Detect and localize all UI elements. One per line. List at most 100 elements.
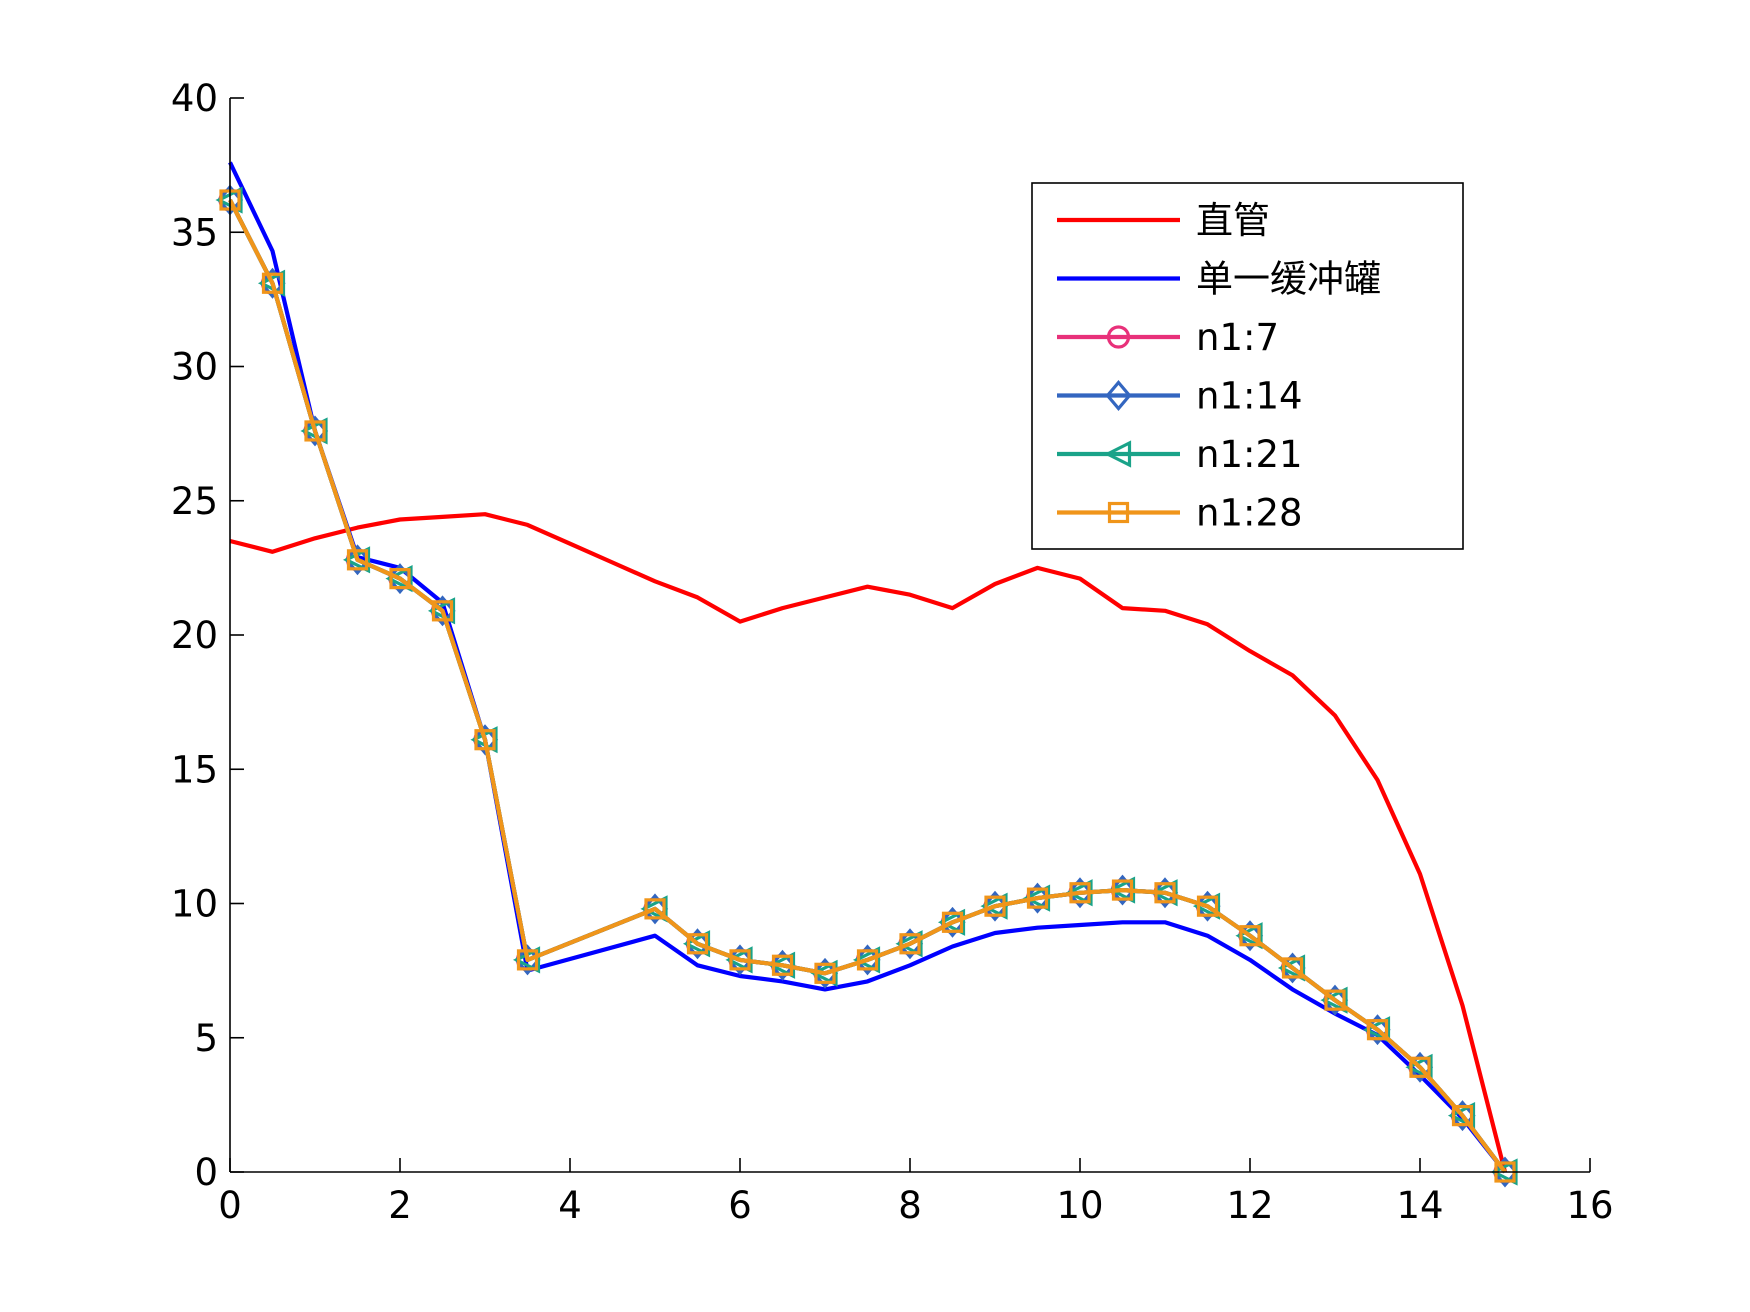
- series-4-point: [1449, 1100, 1476, 1132]
- series-6-point: [1409, 1056, 1431, 1078]
- legend-label: n1:28: [1196, 492, 1303, 535]
- series-6-point: [1324, 989, 1346, 1011]
- series-6-point: [346, 549, 369, 571]
- series-6-point: [304, 420, 326, 442]
- series-5-point: [1447, 1102, 1476, 1130]
- legend-label: n1:21: [1196, 433, 1303, 476]
- x-tick-label: 2: [388, 1184, 412, 1227]
- series-6-point: [1069, 882, 1091, 904]
- x-tick-label: 4: [558, 1184, 582, 1227]
- series-5-point: [1277, 954, 1306, 982]
- series-4-point: [344, 544, 371, 576]
- series-5-point: [640, 895, 668, 923]
- x-tick-label: 6: [728, 1184, 752, 1227]
- series-6-point: [431, 600, 454, 622]
- series-6-point: [389, 568, 411, 590]
- series-5-point: [1362, 1016, 1391, 1044]
- series-2-line: [228, 161, 1507, 1174]
- series-5-point: [385, 565, 413, 593]
- series-6-point: [1026, 887, 1049, 909]
- y-tick-label: 15: [171, 748, 218, 791]
- series-5-point: [1320, 986, 1348, 1014]
- series-5-point: [895, 930, 923, 958]
- series-6-point: [1196, 895, 1219, 917]
- y-tick-label: 25: [171, 480, 218, 523]
- series-6-point: [1281, 957, 1304, 979]
- series-4-point: [981, 890, 1009, 922]
- series-6-point: [1154, 882, 1176, 904]
- y-tick-label: 0: [194, 1151, 218, 1194]
- legend-marker: [1105, 380, 1132, 411]
- legend-marker: [1103, 440, 1132, 468]
- series-4-point: [769, 949, 796, 981]
- series-4-point: [1109, 874, 1136, 906]
- legend-entry-3: n1:7: [1057, 316, 1279, 359]
- series-6-point: [1366, 1019, 1389, 1041]
- series-6-line: [228, 199, 1507, 1174]
- series-6-point: [899, 933, 921, 955]
- series-6-point: [856, 949, 879, 971]
- x-tick-label: 0: [218, 1184, 242, 1227]
- series-6-point: [261, 272, 284, 294]
- series-4-point: [471, 724, 499, 756]
- series-5-point: [1405, 1053, 1433, 1081]
- legend-marker: [1106, 325, 1131, 349]
- series-5-point: [1192, 892, 1221, 920]
- series-4-point: [1024, 882, 1051, 914]
- series-6-point: [941, 911, 964, 933]
- series-6-point: [814, 962, 836, 984]
- legend-entry-5: n1:21: [1057, 433, 1303, 476]
- axes: 0 2 4 6 8 10 12 14 16 0 5 10 15 20 25 30 35 40: [171, 77, 1614, 1227]
- legend-label: 直管: [1196, 199, 1270, 242]
- series-6-point: [474, 729, 496, 751]
- series-1: [229, 512, 1508, 1173]
- series-5-point: [810, 959, 838, 987]
- series-4-point: [259, 267, 286, 299]
- series-2: [228, 161, 1507, 1174]
- series-4-point: [1491, 1156, 1519, 1188]
- legend-label: n1:7: [1196, 316, 1279, 359]
- y-tick-label: 35: [171, 211, 218, 254]
- x-tick-label: 10: [1056, 1184, 1103, 1227]
- series-5-point: [852, 946, 881, 974]
- legend-entry-6: n1:28: [1057, 492, 1303, 535]
- series-5-point: [682, 930, 711, 958]
- legend-label: n1:14: [1196, 375, 1303, 418]
- y-tick-label: 5: [194, 1017, 218, 1060]
- series-6-point: [644, 898, 666, 920]
- x-tick-label: 16: [1566, 1184, 1613, 1227]
- x-tick-label: 12: [1226, 1184, 1273, 1227]
- series-5-point: [1150, 879, 1178, 907]
- y-tick-label: 40: [171, 77, 218, 120]
- y-tick-label: 30: [171, 346, 218, 389]
- series-6-point: [1451, 1105, 1474, 1127]
- series-6-point: [729, 949, 751, 971]
- legend-marker: [1107, 501, 1130, 524]
- y-tick-label: 20: [171, 614, 218, 657]
- series-6-point: [686, 933, 709, 955]
- series-5-point: [937, 908, 966, 936]
- x-tick-label: 8: [898, 1184, 922, 1227]
- legend-box: [1031, 182, 1464, 550]
- series-6-point: [516, 949, 539, 971]
- legend-label: 单一缓冲罐: [1196, 258, 1381, 301]
- legend-entry-1: 直管: [1057, 199, 1270, 242]
- legend-entry-4: n1:14: [1057, 375, 1303, 418]
- series-6-point: [984, 895, 1006, 917]
- series-4-point: [1151, 877, 1179, 909]
- legend-entry-2: 单一缓冲罐: [1057, 258, 1381, 301]
- y-tick-label: 10: [171, 883, 218, 926]
- series-4-point: [641, 893, 669, 925]
- series-4-point: [1066, 877, 1094, 909]
- series-4-point: [301, 415, 329, 447]
- x-tick-label: 14: [1396, 1184, 1443, 1227]
- series-6-point: [1239, 925, 1261, 947]
- series-6-point: [1111, 879, 1134, 901]
- series-5-point: [1235, 922, 1263, 950]
- series-6: [219, 189, 1516, 1183]
- series-layer: [215, 161, 1519, 1188]
- series-6-point: [771, 954, 794, 976]
